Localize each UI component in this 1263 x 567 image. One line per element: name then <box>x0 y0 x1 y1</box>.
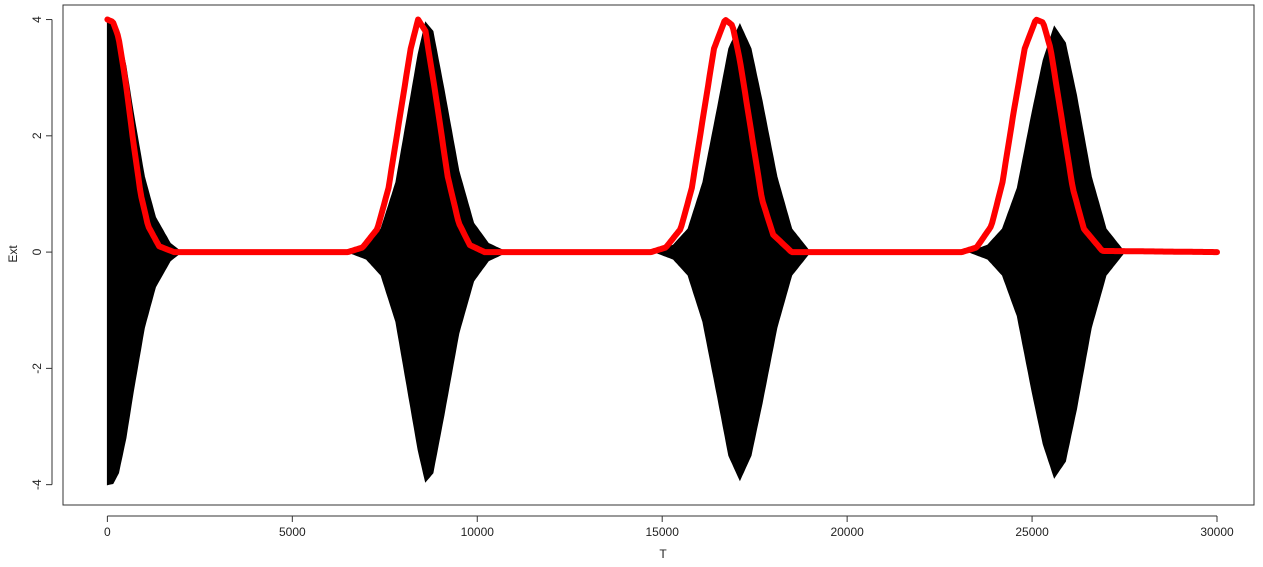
y-tick-label: -2 <box>30 363 44 374</box>
plot-frame <box>62 4 1255 506</box>
x-tick-label: 20000 <box>830 525 864 539</box>
x-tick-label: 5000 <box>279 525 306 539</box>
y-tick-label: -4 <box>30 479 44 490</box>
x-tick-label: 15000 <box>646 525 680 539</box>
y-tick-label: 4 <box>30 16 44 23</box>
red-envelope-line-series <box>104 16 1220 256</box>
x-axis-label: T <box>659 547 667 561</box>
y-axis-label: Ext <box>6 245 20 263</box>
y-tick-label: 0 <box>30 248 44 255</box>
x-tick-label: 0 <box>104 525 111 539</box>
series-layer <box>104 16 1220 486</box>
y-axis: -4 -2 0 2 4 <box>30 16 53 490</box>
x-tick-label: 25000 <box>1015 525 1049 539</box>
y-tick-label: 2 <box>30 132 44 139</box>
x-tick-label: 30000 <box>1200 525 1234 539</box>
x-tick-label: 10000 <box>461 525 495 539</box>
x-axis: 0 5000 10000 15000 20000 25000 30000 <box>104 515 1234 539</box>
